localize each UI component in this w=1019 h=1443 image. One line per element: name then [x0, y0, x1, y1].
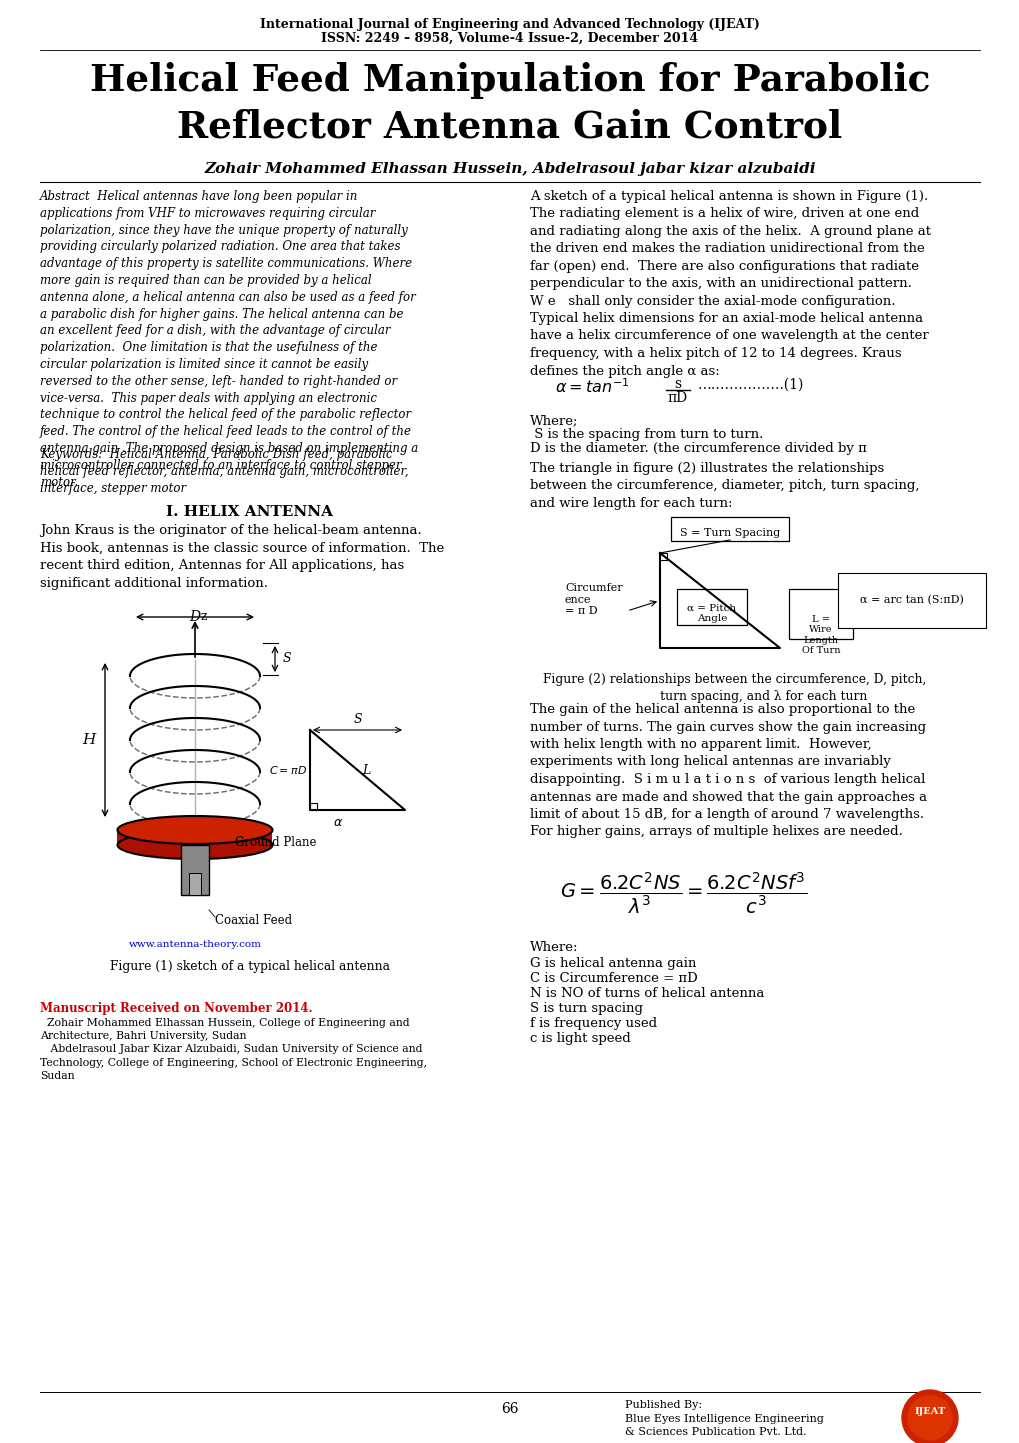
- Circle shape: [901, 1390, 957, 1443]
- Bar: [180, 846, 209, 895]
- Text: Zohair Mohammed Elhassan Hussein, Abdelrasoul jabar kizar alzubaidi: Zohair Mohammed Elhassan Hussein, Abdelr…: [204, 162, 815, 176]
- Text: L: L: [362, 763, 370, 776]
- Bar: [189, 873, 201, 895]
- Text: c is light speed: c is light speed: [530, 1032, 630, 1045]
- Text: D: D: [190, 610, 201, 623]
- Text: S: S: [282, 652, 291, 665]
- Text: Circumfer
ence
= π D: Circumfer ence = π D: [565, 583, 622, 616]
- FancyBboxPatch shape: [789, 589, 852, 639]
- Text: International Journal of Engineering and Advanced Technology (IJEAT): International Journal of Engineering and…: [260, 17, 759, 30]
- Text: Helical Feed Manipulation for Parabolic: Helical Feed Manipulation for Parabolic: [90, 62, 929, 100]
- Text: The gain of the helical antenna is also proportional to the
number of turns. The: The gain of the helical antenna is also …: [530, 703, 926, 838]
- Text: $\alpha = tan^{-1}$: $\alpha = tan^{-1}$: [554, 378, 629, 397]
- Text: Published By:
Blue Eyes Intelligence Engineering
& Sciences Publication Pvt. Ltd: Published By: Blue Eyes Intelligence Eng…: [625, 1400, 823, 1437]
- Text: f is frequency used: f is frequency used: [530, 1017, 656, 1030]
- Text: C is Circumference = πD: C is Circumference = πD: [530, 973, 697, 986]
- Text: $C=\pi D$: $C=\pi D$: [269, 763, 307, 776]
- Text: Coaxial Feed: Coaxial Feed: [215, 913, 291, 926]
- Text: S is turn spacing: S is turn spacing: [530, 1001, 642, 1014]
- Text: Ground Plane: Ground Plane: [234, 835, 316, 848]
- Text: Manuscript Received on November 2014.: Manuscript Received on November 2014.: [40, 1001, 312, 1014]
- Text: Figure (2) relationships between the circumference, D, pitch,
               tur: Figure (2) relationships between the cir…: [543, 672, 926, 703]
- Text: $G = \dfrac{6.2C^2NS}{\lambda^3} = \dfrac{6.2C^2NSf^3}{c^3}$: $G = \dfrac{6.2C^2NS}{\lambda^3} = \dfra…: [559, 872, 806, 916]
- Text: Reflector Antenna Gain Control: Reflector Antenna Gain Control: [177, 108, 842, 144]
- Text: $\alpha$: $\alpha$: [333, 815, 343, 828]
- Text: s: s: [674, 377, 681, 391]
- Text: Keywords:  Helical Antenna, Parabolic Dish feed, parabolic
helical feed reflecto: Keywords: Helical Antenna, Parabolic Dis…: [40, 447, 409, 495]
- Polygon shape: [117, 830, 272, 846]
- Text: The triangle in figure (2) illustrates the relationships
between the circumferen: The triangle in figure (2) illustrates t…: [530, 462, 918, 509]
- Text: Where;: Where;: [530, 414, 578, 427]
- Ellipse shape: [117, 831, 272, 859]
- Text: ISSN: 2249 – 8958, Volume-4 Issue-2, December 2014: ISSN: 2249 – 8958, Volume-4 Issue-2, Dec…: [321, 32, 698, 45]
- Text: Zohair Mohammed Elhassan Hussein, College of Engineering and
Architecture, Bahri: Zohair Mohammed Elhassan Hussein, Colleg…: [40, 1017, 427, 1081]
- Text: α = arc tan (S:πD): α = arc tan (S:πD): [859, 596, 963, 606]
- FancyBboxPatch shape: [671, 517, 789, 541]
- Text: S: S: [353, 713, 362, 726]
- Text: Abstract  Helical antennas have long been popular in
applications from VHF to mi: Abstract Helical antennas have long been…: [40, 190, 418, 489]
- Text: z: z: [201, 610, 207, 623]
- Text: L =
Wire
Length
Of Turn: L = Wire Length Of Turn: [801, 615, 840, 655]
- Text: S is the spacing from turn to turn.: S is the spacing from turn to turn.: [530, 429, 762, 442]
- Text: S = Turn Spacing: S = Turn Spacing: [680, 528, 780, 538]
- Text: H: H: [82, 733, 95, 747]
- Text: α = Pitch
Angle: α = Pitch Angle: [687, 605, 736, 623]
- Text: ……………….(1): ……………….(1): [697, 378, 804, 392]
- Text: John Kraus is the originator of the helical-beam antenna.
His book, antennas is : John Kraus is the originator of the heli…: [40, 524, 444, 590]
- Text: Typical helix dimensions for an axial-mode helical antenna
have a helix circumfe: Typical helix dimensions for an axial-mo…: [530, 312, 928, 378]
- Text: Figure (1) sketch of a typical helical antenna: Figure (1) sketch of a typical helical a…: [110, 960, 389, 973]
- Text: Where:: Where:: [530, 941, 578, 954]
- Text: www.antenna-theory.com: www.antenna-theory.com: [128, 939, 261, 949]
- Ellipse shape: [117, 815, 272, 844]
- Text: IJEAT: IJEAT: [914, 1407, 945, 1417]
- Text: I. HELIX ANTENNA: I. HELIX ANTENNA: [166, 505, 333, 519]
- Text: G is helical antenna gain: G is helical antenna gain: [530, 957, 696, 970]
- Text: 66: 66: [500, 1403, 519, 1416]
- Bar: [659, 553, 666, 560]
- Circle shape: [907, 1395, 951, 1440]
- Text: πD: πD: [667, 391, 688, 405]
- Text: D is the diameter. (the circumference divided by π: D is the diameter. (the circumference di…: [530, 442, 866, 455]
- FancyBboxPatch shape: [677, 589, 746, 625]
- Bar: [310, 802, 317, 810]
- Text: N is NO of turns of helical antenna: N is NO of turns of helical antenna: [530, 987, 763, 1000]
- Text: A sketch of a typical helical antenna is shown in Figure (1).
The radiating elem: A sketch of a typical helical antenna is…: [530, 190, 930, 307]
